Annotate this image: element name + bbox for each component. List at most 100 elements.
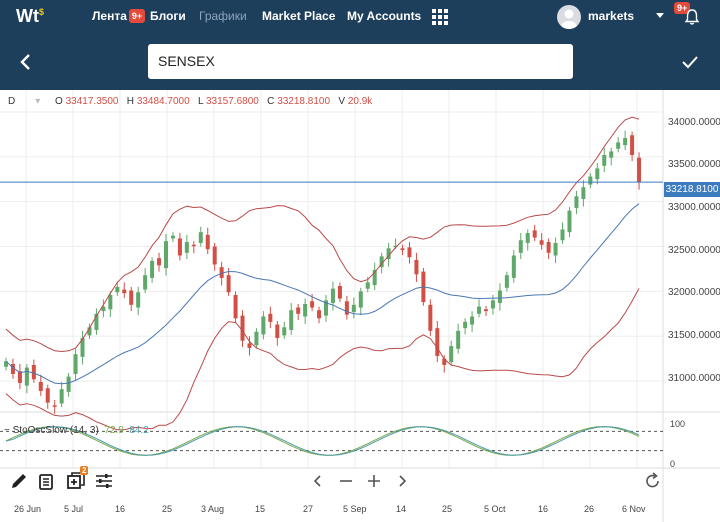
candle [470, 316, 475, 325]
apps-grid-icon[interactable] [432, 9, 448, 25]
candle [365, 282, 370, 289]
candle [456, 330, 461, 349]
interval-label[interactable]: D [8, 96, 16, 107]
candle [525, 233, 530, 243]
candle [52, 405, 57, 407]
nav-my-accounts[interactable]: My Accounts [347, 9, 422, 23]
candle [38, 381, 43, 391]
candle [108, 294, 113, 310]
bollinger-upper-line [5, 116, 640, 353]
chart-area[interactable]: D ▾ O 33417.3500 H 33484.7000 L 33157.680… [0, 90, 720, 522]
candle [205, 234, 210, 250]
candle [129, 290, 134, 305]
chevron-right-icon[interactable] [392, 471, 412, 491]
candle [233, 294, 238, 319]
candle [351, 304, 356, 313]
candle [484, 309, 488, 312]
oscillator-level-label: 0 [670, 459, 676, 469]
reset-icon[interactable] [643, 471, 663, 491]
candle [191, 244, 196, 247]
candle [87, 327, 92, 336]
candle [10, 364, 15, 374]
zoom-out-icon[interactable] [336, 471, 356, 491]
candle [261, 316, 266, 335]
oscillator-k-value: 72.9 [104, 425, 124, 436]
candle [184, 242, 189, 253]
candle [219, 267, 224, 278]
candle [177, 238, 182, 256]
candle [637, 157, 642, 183]
candle [212, 246, 217, 265]
candle [463, 321, 468, 329]
zoom-in-icon[interactable] [364, 471, 384, 491]
back-arrow-icon[interactable] [16, 52, 36, 72]
bell-icon[interactable] [683, 8, 701, 26]
settings-sliders-icon[interactable] [94, 471, 114, 491]
site-logo[interactable]: Wt$ [16, 6, 44, 26]
nav-market-place[interactable]: Market Place [262, 9, 336, 23]
candle [101, 306, 106, 312]
nav-blogs[interactable]: Блоги [150, 9, 186, 23]
x-axis-label: 25 [442, 504, 453, 514]
high-value: 33484.7000 [136, 96, 190, 107]
oscillator-legend[interactable]: − StoOscSlow (14, 3) 72.9 84.2 [4, 425, 149, 436]
price-chart[interactable] [0, 90, 720, 522]
y-axis-label: 33500.0000 [668, 159, 720, 170]
oscillator-d-line [5, 426, 640, 456]
candle [372, 269, 377, 286]
pencil-icon[interactable] [9, 471, 29, 491]
last-price-tag: 33218.8100 [664, 182, 720, 197]
candle [143, 275, 148, 290]
candle [59, 389, 64, 404]
avatar[interactable] [557, 5, 581, 29]
candle [136, 292, 141, 308]
candle [588, 176, 593, 185]
candle [581, 187, 586, 199]
candle [428, 304, 433, 331]
x-axis-label: 14 [396, 504, 407, 514]
user-name[interactable]: markets [588, 9, 635, 23]
candle [497, 290, 502, 304]
user-icon [561, 9, 577, 29]
symbol-search-input[interactable]: SENSEX [148, 44, 573, 79]
candle [289, 310, 294, 330]
feed-badge: 9+ [128, 9, 146, 23]
checkmark-icon[interactable] [680, 52, 700, 72]
chevron-left-icon[interactable] [308, 471, 328, 491]
y-axis-label: 31000.0000 [668, 373, 720, 384]
x-axis-label: 5 Sep [343, 504, 367, 514]
interval-dropdown-icon[interactable]: ▾ [35, 96, 41, 107]
low-value: 33157.6800 [205, 96, 259, 107]
candle [296, 307, 301, 314]
x-axis-label: 26 Jun [14, 504, 42, 514]
candle [477, 306, 482, 314]
nav-charts[interactable]: Графики [199, 9, 247, 23]
candle [31, 364, 36, 380]
candle [170, 235, 175, 239]
candle [379, 256, 384, 268]
oscillator-level-label: 100 [670, 419, 686, 429]
candle [17, 371, 22, 383]
candle [337, 285, 342, 299]
candle [80, 338, 85, 357]
x-axis-label: 25 [162, 504, 173, 514]
candle [532, 230, 537, 238]
nav-feed[interactable]: Лента 9+ [92, 9, 146, 23]
object-list-icon[interactable] [36, 471, 56, 491]
candle [330, 288, 335, 304]
oscillator-d-value: 84.2 [129, 425, 149, 436]
candle [164, 241, 168, 269]
candle [511, 255, 516, 278]
candle [504, 275, 509, 288]
candle [45, 388, 50, 403]
chevron-down-icon[interactable] [656, 13, 664, 18]
candle [414, 259, 419, 275]
x-axis-label: 5 Jul [64, 504, 84, 514]
y-axis-label: 33000.0000 [668, 202, 720, 213]
candle [254, 331, 259, 346]
y-axis-label: 34000.0000 [668, 117, 720, 128]
x-axis-label: 16 [538, 504, 549, 514]
candle [344, 301, 349, 315]
collapse-icon[interactable]: − [4, 425, 10, 436]
candle [358, 291, 363, 308]
